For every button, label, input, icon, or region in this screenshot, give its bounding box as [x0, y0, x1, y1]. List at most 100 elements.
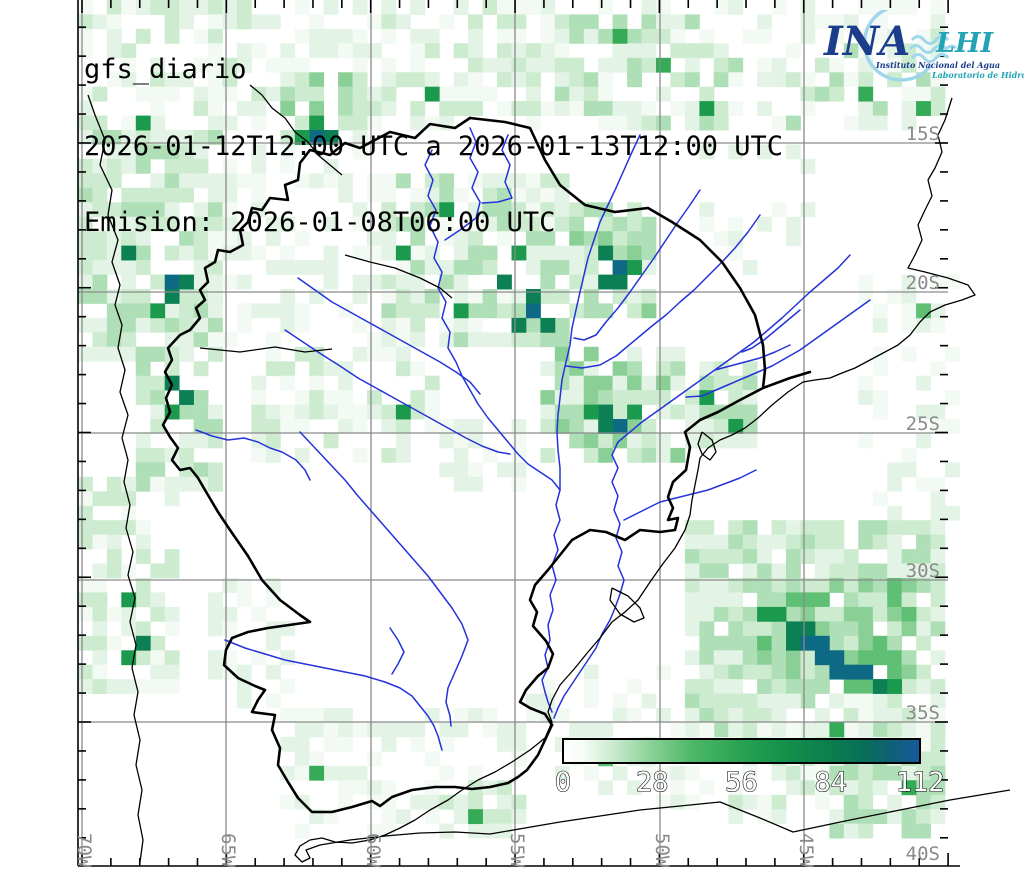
- precip-cell: [757, 72, 772, 88]
- precip-cell: [352, 274, 368, 290]
- precip-cell-dark: [829, 722, 845, 738]
- precip-cell: [164, 28, 180, 44]
- precip-cell: [641, 390, 657, 405]
- precip-cell: [757, 57, 772, 73]
- precip-cell: [930, 780, 946, 796]
- precip-cell: [164, 173, 180, 189]
- precip-cell: [728, 433, 744, 449]
- precip-cell: [901, 303, 917, 319]
- precip-cell: [901, 722, 917, 738]
- precip-cell: [367, 390, 382, 405]
- precip-cell: [901, 447, 917, 463]
- precip-cell: [193, 86, 209, 102]
- precip-cell: [728, 621, 744, 637]
- precip-cell: [872, 491, 888, 507]
- precip-cell: [251, 158, 267, 174]
- precip-cell: [800, 693, 816, 709]
- precip-cell: [887, 520, 903, 536]
- precip-cell: [554, 346, 570, 362]
- precip-cell: [92, 260, 108, 275]
- precip-cell: [916, 563, 931, 579]
- precip-cell: [468, 101, 483, 116]
- colorbar-tick-label: 112: [896, 767, 945, 798]
- precip-cell: [439, 216, 455, 232]
- precip-cell: [627, 361, 642, 377]
- precip-cell: [280, 736, 296, 752]
- precip-cell: [482, 447, 498, 463]
- precip-cell: [92, 592, 108, 608]
- precip-cell: [872, 592, 888, 608]
- precip-cell: [410, 361, 426, 377]
- precip-cell: [684, 621, 700, 637]
- precip-cell: [106, 173, 122, 189]
- precip-cell: [135, 346, 151, 362]
- precip-cell: [193, 433, 209, 449]
- lon-label: 65W: [217, 833, 239, 868]
- precip-cell: [728, 679, 744, 694]
- precip-cell: [453, 708, 469, 723]
- precip-cell: [786, 72, 801, 88]
- precip-cell: [930, 534, 946, 550]
- precip-cell: [612, 231, 628, 247]
- precip-cell: [482, 187, 498, 203]
- precip-cell: [208, 0, 223, 15]
- precip-cell: [106, 491, 122, 507]
- precip-cell: [554, 260, 570, 275]
- river-uruguay: [553, 254, 851, 719]
- precip-cell: [236, 693, 252, 709]
- precip-cell: [583, 14, 599, 30]
- precip-cell: [468, 260, 483, 275]
- precip-cell: [757, 144, 772, 160]
- precip-cell: [352, 216, 368, 232]
- precip-cell: [121, 274, 137, 290]
- precip-cell: [280, 650, 296, 666]
- precip-cell: [887, 794, 903, 810]
- precip-cell: [916, 823, 931, 839]
- precip-cell: [164, 606, 180, 622]
- precip-cell: [526, 72, 541, 88]
- precip-cell: [208, 317, 223, 333]
- precip-cell: [771, 57, 787, 73]
- precip-cell: [887, 289, 903, 304]
- precip-cell: [265, 361, 281, 377]
- precip-cell: [554, 765, 570, 781]
- precip-cell: [92, 520, 108, 536]
- precip-cell: [526, 332, 541, 348]
- precip-cell: [627, 28, 642, 44]
- precip-cell: [656, 361, 671, 377]
- precip-cell: [208, 650, 223, 666]
- precip-cell-dark: [526, 303, 541, 319]
- precip-cell: [150, 375, 166, 391]
- precip-cell: [872, 693, 888, 709]
- precip-cell: [497, 809, 512, 825]
- precip-cell: [814, 664, 830, 680]
- precip-cell: [164, 679, 180, 694]
- precip-cell: [901, 317, 917, 333]
- precip-cell: [208, 86, 223, 102]
- precip-cell: [901, 86, 917, 102]
- precip-cell: [309, 72, 325, 88]
- precip-cell: [280, 101, 296, 116]
- precip-cell: [78, 592, 93, 608]
- precip-cell: [699, 361, 715, 377]
- precip-cell: [641, 765, 657, 781]
- precip-cell: [106, 14, 122, 30]
- precip-cell: [540, 28, 556, 44]
- precip-cell: [814, 520, 830, 536]
- precip-cell: [583, 722, 599, 738]
- precip-cell: [410, 43, 426, 59]
- precip-cell: [251, 14, 267, 30]
- precip-cell: [583, 303, 599, 319]
- river-uruguay-trib2: [741, 309, 801, 353]
- precip-cell: [554, 708, 570, 723]
- precip-cell: [771, 202, 787, 218]
- precip-cell: [771, 635, 787, 651]
- precip-cell: [208, 216, 223, 232]
- precip-cell: [800, 101, 816, 116]
- precip-cell: [887, 650, 903, 666]
- precip-cell: [713, 592, 729, 608]
- precip-cell: [786, 765, 801, 781]
- precip-cell: [482, 260, 498, 275]
- precip-cell: [872, 317, 888, 333]
- precip-cell: [150, 390, 166, 405]
